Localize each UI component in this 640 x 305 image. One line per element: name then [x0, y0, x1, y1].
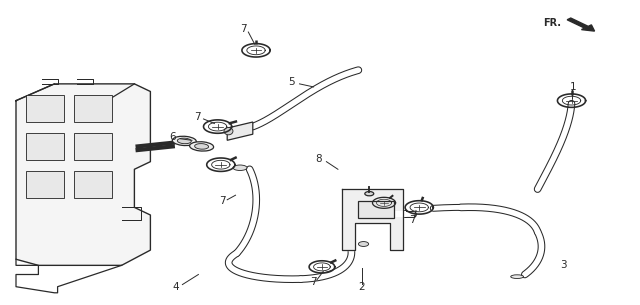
Text: 7: 7 [410, 215, 416, 224]
Ellipse shape [233, 165, 247, 170]
Ellipse shape [511, 275, 524, 278]
Text: 7: 7 [220, 196, 226, 206]
Text: 7: 7 [194, 112, 200, 121]
Bar [26, 133, 64, 160]
Text: 1: 1 [570, 82, 576, 92]
Ellipse shape [172, 136, 196, 145]
FancyArrow shape [567, 18, 595, 31]
Ellipse shape [365, 192, 374, 196]
Bar [74, 95, 112, 122]
Polygon shape [16, 84, 150, 265]
Bar [26, 171, 64, 198]
Circle shape [358, 242, 369, 246]
Ellipse shape [224, 127, 233, 135]
Ellipse shape [177, 138, 191, 144]
Text: FR.: FR. [543, 19, 561, 28]
Text: 4: 4 [173, 282, 179, 292]
Text: 6: 6 [170, 132, 176, 142]
Text: 7: 7 [310, 277, 317, 287]
Polygon shape [227, 122, 253, 140]
Bar [74, 171, 112, 198]
Text: 5: 5 [288, 77, 294, 87]
Text: 7: 7 [240, 24, 246, 34]
Polygon shape [342, 189, 403, 250]
Bar [26, 95, 64, 122]
Text: 3: 3 [560, 260, 566, 270]
Bar [74, 133, 112, 160]
Ellipse shape [189, 142, 214, 151]
Text: 8: 8 [316, 154, 322, 163]
Bar [358, 201, 394, 218]
Text: 2: 2 [358, 282, 365, 292]
Ellipse shape [195, 144, 209, 149]
